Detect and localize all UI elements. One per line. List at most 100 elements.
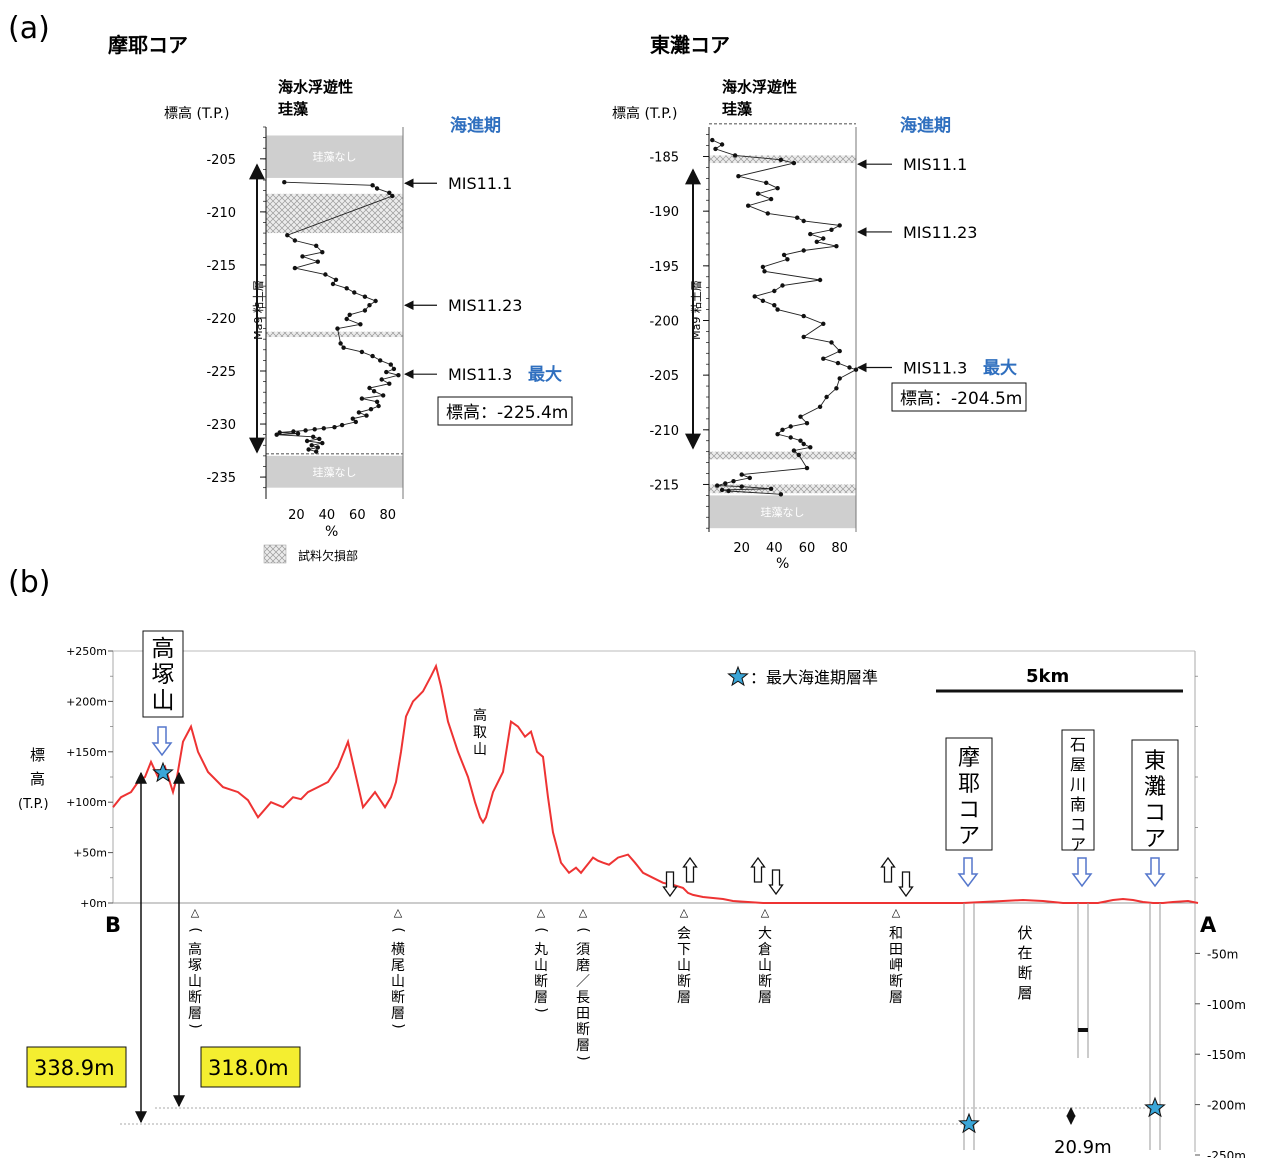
fault-labels: △(高塚山断層)△(横尾山断層)△(丸山断層)△(須磨／長田断層)△会下山断層△… bbox=[187, 906, 1033, 1061]
maya-data-point bbox=[367, 385, 372, 391]
ishiya-box-label-char: コ bbox=[1070, 815, 1086, 834]
panel-b-label: (b) bbox=[8, 565, 50, 600]
takatsuka-star bbox=[152, 761, 174, 783]
missing-legend-label: 試料欠損部 bbox=[298, 548, 358, 563]
star-legend-label: ：最大海進期層準 bbox=[750, 668, 878, 687]
higashinada-data-point bbox=[801, 218, 806, 224]
maya-data-point bbox=[367, 303, 372, 308]
maya-data-point bbox=[315, 445, 320, 450]
maya-annotation-label: MIS11.3 bbox=[448, 365, 512, 384]
maya-missing-band bbox=[266, 331, 403, 338]
higashinada-data-point bbox=[762, 269, 767, 274]
maya-y-tick-label: -210 bbox=[206, 206, 236, 221]
maya-data-point bbox=[356, 410, 362, 415]
maya-data-point bbox=[300, 254, 305, 259]
maya-data-point bbox=[387, 190, 392, 195]
fault-label-char: ( bbox=[390, 927, 406, 932]
ishiya-marker bbox=[1078, 1028, 1088, 1032]
higashinada-star bbox=[1144, 1096, 1166, 1118]
higashinada-no-diatom-label: 珪藻なし bbox=[761, 505, 805, 519]
higashinada-data-point bbox=[801, 441, 806, 447]
maya-data-point bbox=[350, 416, 355, 421]
fault-label-char: 塚 bbox=[188, 958, 202, 974]
higashinada-yaxis-label: 標高 (T.P.) bbox=[612, 105, 677, 122]
higashinada-data-point bbox=[829, 227, 834, 232]
maya-data-point bbox=[285, 233, 290, 238]
maya-no-diatom-label: 珪藻なし bbox=[313, 465, 357, 479]
profile-right-tick-label: -50m bbox=[1207, 947, 1238, 961]
higashinada-maximum-label: 最大 bbox=[983, 357, 1017, 378]
ishiya-box-label-char: ア bbox=[1070, 835, 1086, 854]
fault-label-char: 断 bbox=[391, 990, 405, 1006]
maya-box-label-char: 摩 bbox=[958, 746, 980, 771]
maya-x-tick-label: 20 bbox=[288, 508, 305, 523]
higashinada-data-point bbox=[764, 180, 769, 185]
higashinada-data-point bbox=[791, 160, 797, 166]
ishiya-box-label-char: 川 bbox=[1070, 775, 1086, 794]
higashinada-data-point bbox=[824, 394, 829, 400]
maya-data-point bbox=[384, 369, 389, 375]
higashinada-data-point bbox=[746, 203, 751, 208]
higashinada-column-title-2: 珪藻 bbox=[722, 100, 753, 118]
fault-marker: △ bbox=[394, 906, 403, 919]
maya-transgression-label: 海進期 bbox=[450, 115, 501, 136]
higashinada-data-point bbox=[765, 211, 770, 216]
fault-label-char: 断 bbox=[677, 974, 691, 990]
maya-x-tick-label: 80 bbox=[380, 508, 397, 523]
profile-ylabel-char-1: 標 bbox=[30, 746, 45, 764]
takatori-peak-label: 高取山 bbox=[473, 707, 487, 758]
fault-marker: △ bbox=[892, 906, 901, 919]
higashinada-core-title: 東灘コア bbox=[650, 33, 730, 57]
higashinada-data-point bbox=[821, 356, 826, 361]
maya-data-point bbox=[320, 440, 325, 446]
fault-label-char: ( bbox=[575, 927, 591, 932]
panel-a-label: (a) bbox=[8, 11, 50, 46]
fault-movement-arrow bbox=[898, 871, 914, 898]
takatori-label-char: 取 bbox=[473, 725, 487, 741]
maya-box-label-char: コ bbox=[958, 798, 980, 823]
maya-box-label-char: ア bbox=[958, 824, 980, 849]
higashinada-data-point bbox=[853, 367, 859, 372]
maya-x-tick-label: 40 bbox=[319, 508, 336, 523]
profile-ylabel-char-2: 高 bbox=[30, 770, 45, 788]
higashinada-missing-band bbox=[709, 484, 856, 494]
maya-data-point bbox=[371, 389, 377, 394]
higashinada-data-point bbox=[788, 424, 793, 429]
maya-data-point bbox=[368, 407, 374, 412]
higashinada-data-point bbox=[775, 307, 780, 312]
higashinada-elev-box bbox=[891, 382, 1027, 412]
maya-box-label: 摩耶コア bbox=[958, 746, 980, 849]
higashinada-data-point bbox=[719, 487, 725, 493]
higashinada-y-tick-label: -195 bbox=[649, 260, 679, 275]
maya-data-point bbox=[362, 294, 368, 299]
maya-data-point bbox=[374, 399, 380, 404]
profile-ticks: +250m +200m +150m +100m +50m +0m -50m -100m -150… bbox=[66, 645, 1246, 1158]
takatsuka-label-char: 塚 bbox=[152, 662, 175, 688]
higashinada-data-point bbox=[847, 365, 852, 370]
maya-box bbox=[945, 737, 993, 851]
maya-data-point bbox=[387, 381, 392, 386]
maya-data-point bbox=[320, 250, 325, 255]
maya-y-tick-label: -215 bbox=[206, 259, 236, 274]
maya-data-point bbox=[338, 341, 343, 346]
higashinada-box bbox=[1131, 739, 1179, 851]
higashinada-data-point bbox=[829, 340, 834, 345]
higashinada-transgression-label: 海進期 bbox=[900, 115, 951, 136]
fault-label-char: 層 bbox=[758, 990, 772, 1006]
maya-data-point bbox=[317, 436, 322, 442]
profile-ylabel-unit: (T.P.) bbox=[18, 797, 49, 812]
maya-elev-text: 標高：-225.4m bbox=[446, 403, 568, 423]
fault-label-char: 断 bbox=[758, 974, 772, 990]
maya-data-point bbox=[347, 312, 352, 317]
maya-data-point bbox=[292, 238, 298, 243]
fault-movement-arrow bbox=[768, 869, 784, 896]
maya-y-tick-label: -235 bbox=[206, 471, 236, 486]
maya-x-tick-label: 60 bbox=[349, 508, 366, 523]
maya-y-tick-label: -230 bbox=[206, 418, 236, 433]
maya-data-point bbox=[378, 358, 383, 363]
profile-left-tick-label: +250m bbox=[66, 645, 107, 658]
profile-left-tick-label: +50m bbox=[73, 847, 107, 860]
fault-label-char: 層 bbox=[677, 990, 691, 1006]
maya-y-tick-label: -220 bbox=[206, 312, 236, 327]
